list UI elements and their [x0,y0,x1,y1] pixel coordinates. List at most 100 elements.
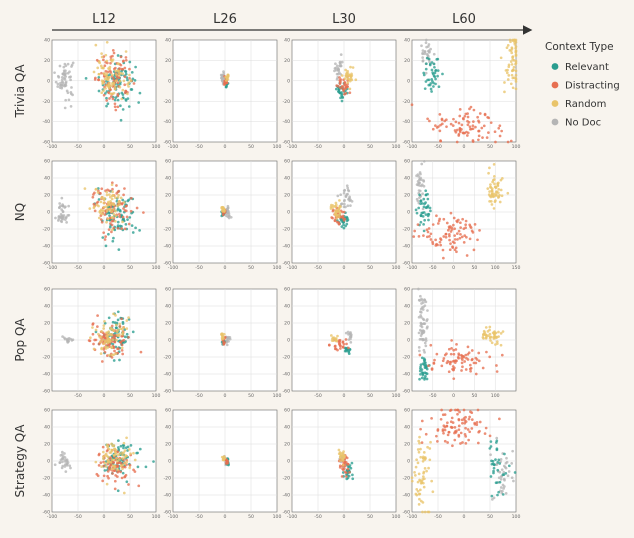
data-point-random [221,332,224,336]
data-point-distracting [116,81,120,85]
data-point-distracting [119,63,123,67]
data-point-no-doc [505,456,508,460]
data-point-random [490,190,494,194]
y-tick-label: 20 [404,58,410,64]
y-tick-label: 20 [44,58,50,64]
data-point-relevant [497,490,500,494]
x-tick-label: 0 [224,393,227,399]
data-point-relevant [344,224,347,228]
data-point-distracting [440,408,443,412]
data-point-distracting [442,256,445,260]
data-point-distracting [475,421,479,424]
data-point-distracting [461,365,464,369]
data-point-random [488,325,492,329]
data-point-random [102,201,106,205]
data-point-distracting [103,238,107,241]
y-tick-label: -20 [402,476,410,482]
legend-title: Context Type [545,41,614,53]
data-point-distracting [461,441,464,444]
data-point-distracting [417,234,421,238]
data-point-distracting [339,347,342,350]
y-tick-label: 40 [404,425,410,431]
data-point-relevant [501,493,505,496]
data-point-distracting [478,420,482,424]
data-point-no-doc [61,209,65,213]
data-point-relevant [422,357,426,361]
data-point-random [111,444,115,448]
data-point-random [511,86,515,90]
data-point-random [428,447,432,450]
data-point-distracting [103,64,107,68]
data-point-relevant [513,471,517,474]
data-point-relevant [120,225,123,228]
data-point-distracting [450,228,454,231]
data-point-distracting [95,472,99,476]
data-point-relevant [495,447,499,451]
data-point-relevant [504,472,508,475]
data-point-relevant [424,80,428,83]
data-point-no-doc [421,49,425,52]
data-point-distracting [474,372,478,376]
data-point-distracting [338,76,341,79]
data-point-distracting [102,58,105,62]
data-point-relevant [441,72,444,76]
x-tick-label: 0 [463,514,466,520]
data-point-distracting [113,105,117,109]
data-point-distracting [509,139,513,143]
y-tick-label: 0 [168,78,171,84]
data-point-random [116,468,119,471]
scatter-panel-strategy-qa-l26: -100 -50 0 50 100 -60 -40 -20 0 20 40 60 [163,408,281,520]
x-tick-label: 0 [224,265,227,271]
data-point-distracting [464,219,468,223]
data-point-distracting [447,347,451,351]
data-point-distracting [416,223,420,226]
data-point-distracting [120,348,124,352]
data-point-random [343,77,347,80]
data-point-distracting [478,229,481,232]
data-point-random [113,87,117,91]
data-point-random [99,208,103,212]
data-point-distracting [468,363,472,367]
data-point-distracting [125,204,128,208]
data-point-distracting [439,123,442,127]
data-point-random [348,79,352,83]
y-tick-label: 20 [284,58,290,64]
data-point-random [493,178,496,181]
data-point-distracting [111,187,114,191]
data-point-distracting [455,250,458,254]
data-point-relevant [422,71,426,75]
data-point-random [104,452,108,456]
data-point-no-doc [58,86,62,89]
data-point-random [506,44,510,47]
x-tick-label: 0 [103,144,106,150]
x-tick-label: -50 [314,265,322,271]
y-tick-label: -60 [42,140,50,146]
x-tick-label: 100 [152,514,161,520]
data-point-relevant [130,224,134,228]
data-point-distracting [476,408,480,412]
data-point-random [346,72,350,76]
x-tick-label: 100 [152,144,161,150]
data-point-no-doc [54,216,57,220]
data-point-random [510,51,514,55]
data-point-no-doc [421,338,425,342]
data-point-random [122,201,126,204]
data-point-distracting [120,343,124,347]
data-point-relevant [351,477,355,481]
data-point-distracting [446,441,449,444]
data-point-no-doc [57,219,60,222]
data-point-distracting [127,483,130,486]
data-point-no-doc [220,76,223,80]
data-point-random [421,475,425,478]
data-point-random [506,68,509,72]
data-point-no-doc [427,51,431,54]
data-point-random [112,91,116,95]
data-point-distracting [459,353,463,357]
data-point-distracting [465,235,468,239]
data-point-random [106,444,110,448]
data-point-relevant [101,236,105,239]
data-point-distracting [467,351,471,355]
data-point-no-doc [422,318,426,322]
y-tick-label: 40 [404,38,410,44]
data-point-distracting [436,222,440,225]
